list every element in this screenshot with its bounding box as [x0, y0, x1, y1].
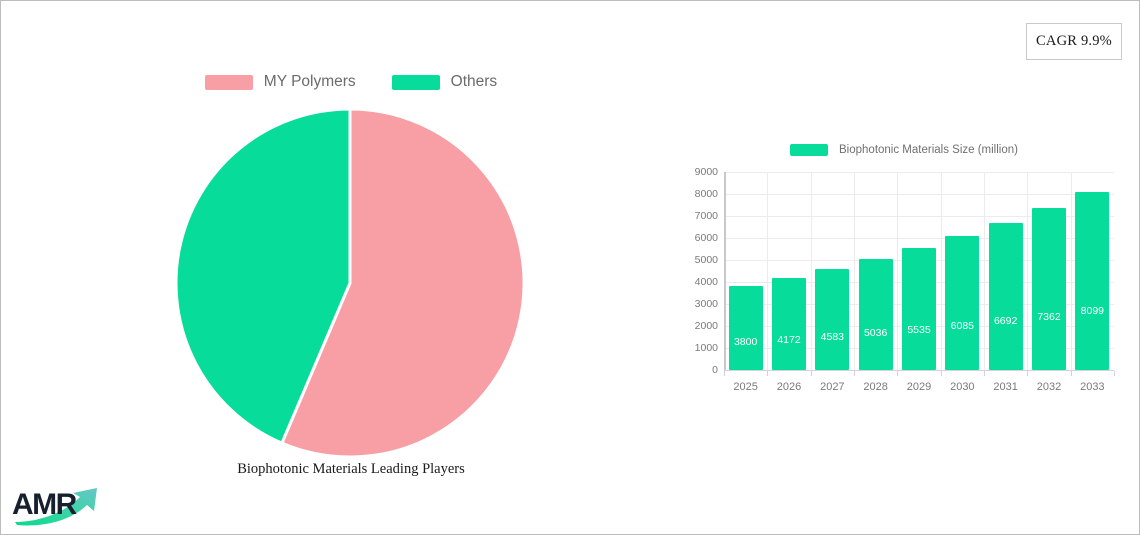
gridline-vertical: [1070, 172, 1072, 370]
pie-slice: [279, 107, 526, 459]
y-axis-tick-label: 6000: [694, 232, 718, 244]
x-axis-tick-label: 2027: [820, 381, 845, 393]
gridline-vertical: [854, 172, 855, 370]
x-axis-tick-label: 2029: [906, 381, 932, 393]
bar: [945, 236, 980, 370]
pie-legend-swatch-0: [204, 74, 253, 90]
gridline-horizontal: [724, 194, 1114, 195]
amr-logo-text: AMR: [12, 488, 78, 521]
pie-chart: [174, 107, 526, 459]
bar: [772, 278, 806, 370]
amr-logo-svg: AMR: [12, 488, 97, 526]
x-axis-tick-mark: [984, 371, 985, 376]
x-axis-tick-label: 2026: [776, 381, 802, 393]
gridline-vertical: [940, 172, 942, 370]
y-axis-tick-label: 4000: [694, 276, 718, 288]
pie-slice: [174, 107, 352, 446]
pie-chart-svg: [174, 107, 526, 459]
bar: [815, 269, 850, 370]
x-axis-tick-mark: [724, 371, 725, 376]
gridline-vertical: [984, 172, 985, 370]
bar-value-label: 8099: [1080, 305, 1104, 318]
y-axis-tick-label: 0: [712, 364, 718, 376]
bar-value-label: 6692: [993, 315, 1018, 328]
bar: [858, 259, 893, 370]
x-axis-tick-mark: [1070, 371, 1072, 376]
cagr-badge-label: CAGR 9.9%: [1036, 33, 1112, 49]
gridline-vertical: [767, 172, 769, 370]
bar-value-label: 3800: [733, 336, 758, 349]
pie-chart-title: Biophotonic Materials Leading Players: [237, 461, 465, 477]
x-axis-tick-mark: [940, 371, 942, 376]
gridline-vertical: [1027, 172, 1029, 370]
pie-legend-item-0: MY Polymers: [204, 73, 356, 91]
y-axis-tick-label: 5000: [694, 254, 718, 266]
bar-legend-label-0: Biophotonic Materials Size (million): [839, 144, 1018, 156]
bar: [1032, 208, 1066, 370]
x-axis-tick-mark: [854, 371, 855, 376]
x-axis-tick-label: 2030: [950, 381, 975, 393]
y-axis-tick-label: 3000: [694, 298, 718, 310]
pie-chart-panel: MY Polymers Others Biophotonic Materials…: [1, 61, 701, 491]
y-axis-line: [724, 172, 726, 370]
x-axis-tick-mark: [897, 371, 899, 376]
bar-legend-item-0: Biophotonic Materials Size (million): [790, 144, 1018, 156]
cagr-badge: CAGR 9.9%: [1026, 23, 1122, 60]
gridline-horizontal: [724, 238, 1114, 239]
y-axis-tick-label: 7000: [694, 210, 718, 222]
pie-legend-item-1: Others: [391, 73, 498, 91]
x-axis-tick-label: 2033: [1080, 381, 1105, 393]
bar-value-label: 4583: [820, 330, 844, 343]
x-axis-tick-mark: [1027, 371, 1029, 376]
arrow-up-right-icon: [15, 488, 97, 526]
y-axis-tick-label: 2000: [694, 320, 718, 332]
bar-value-label: 7362: [1037, 310, 1061, 323]
bar-value-label: 4172: [777, 333, 801, 346]
bar-value-label: 6085: [950, 319, 974, 332]
x-axis-tick-mark: [767, 371, 769, 376]
bar: [1075, 191, 1110, 370]
pie-legend-label-1: Others: [450, 73, 498, 90]
x-axis-tick-mark: [810, 371, 812, 376]
bar-value-label: 5036: [863, 327, 888, 340]
gridline-horizontal: [724, 172, 1114, 173]
amr-logo: AMR: [11, 485, 103, 527]
y-axis-tick-label: 1000: [694, 342, 718, 354]
bar-chart-plot: 0 1000 2000 3000 4000 5000 6000 7000 8000 9000 380…: [684, 162, 1124, 412]
pie-legend: MY Polymers Others: [1, 73, 701, 91]
bar: [728, 286, 763, 370]
bar-legend: Biophotonic Materials Size (million): [684, 144, 1124, 156]
x-axis-line: [724, 370, 1114, 371]
y-axis-tick-label: 8000: [694, 188, 718, 200]
gridline-horizontal: [724, 216, 1114, 217]
bar: [902, 248, 936, 370]
bar-legend-swatch-0: [790, 144, 829, 156]
gridline-vertical: [810, 172, 812, 370]
x-axis-tick-label: 2025: [733, 381, 758, 393]
bar: [988, 222, 1023, 370]
pie-legend-label-0: MY Polymers: [263, 73, 356, 90]
bar-value-label: 5535: [907, 323, 931, 336]
x-axis-tick-label: 2031: [993, 381, 1018, 393]
bar-chart-panel: Biophotonic Materials Size (million) 0 10…: [684, 144, 1124, 412]
x-axis-tick-label: 2028: [863, 381, 888, 393]
pie-legend-swatch-1: [391, 74, 440, 90]
gridline-vertical: [897, 172, 899, 370]
x-axis-tick-label: 2032: [1036, 381, 1062, 393]
x-axis-tick-mark: [1114, 371, 1115, 376]
y-axis-tick-label: 9000: [694, 166, 718, 178]
